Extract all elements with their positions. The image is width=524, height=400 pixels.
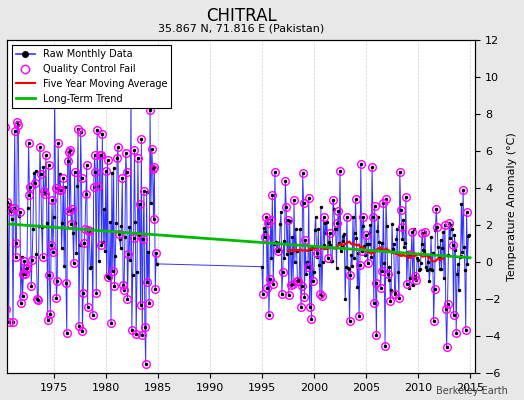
- Y-axis label: Temperature Anomaly (°C): Temperature Anomaly (°C): [507, 132, 517, 281]
- Text: Berkeley Earth: Berkeley Earth: [436, 386, 508, 396]
- Text: 35.867 N, 71.816 E (Pakistan): 35.867 N, 71.816 E (Pakistan): [158, 24, 324, 34]
- Title: CHITRAL: CHITRAL: [206, 7, 277, 25]
- Legend: Raw Monthly Data, Quality Control Fail, Five Year Moving Average, Long-Term Tren: Raw Monthly Data, Quality Control Fail, …: [12, 45, 171, 108]
